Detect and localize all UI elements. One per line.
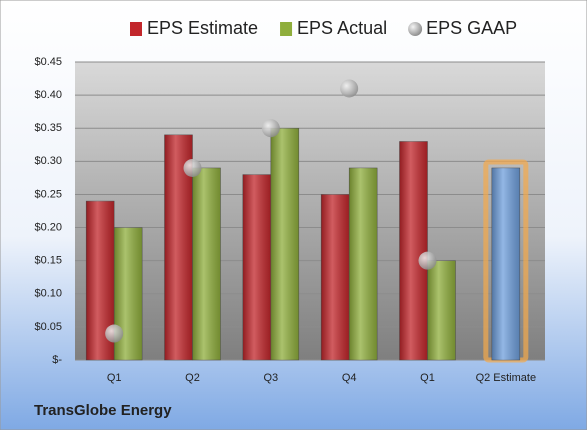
y-tick-label: $- xyxy=(52,354,62,366)
x-tick-label: Q2 xyxy=(185,372,200,384)
gaap-marker xyxy=(105,324,124,343)
chart-title: TransGlobe Energy xyxy=(34,402,172,419)
y-tick-label: $0.15 xyxy=(34,255,62,267)
x-tick-label: Q2 Estimate xyxy=(476,372,537,384)
bar-shine xyxy=(491,167,520,360)
y-tick-label: $0.30 xyxy=(34,155,62,167)
gaap-marker xyxy=(261,119,280,138)
x-tick-label: Q3 xyxy=(263,372,278,384)
x-tick-label: Q1 xyxy=(107,372,122,384)
bar-shine xyxy=(399,141,428,360)
gaap-marker xyxy=(418,251,437,270)
legend-marker xyxy=(280,22,293,36)
y-tick-label: $0.20 xyxy=(34,221,62,233)
y-tick-label: $0.45 xyxy=(34,56,62,68)
bar-shine xyxy=(349,167,378,360)
y-tick-label: $0.10 xyxy=(34,288,62,300)
bar-shine xyxy=(192,167,221,360)
bar-shine xyxy=(321,194,350,360)
bar-shine xyxy=(270,128,299,360)
y-tick-label: $0.40 xyxy=(34,89,62,101)
x-tick-label: Q1 xyxy=(420,372,435,384)
gaap-marker xyxy=(183,158,202,177)
legend-marker xyxy=(130,22,142,36)
gaap-marker xyxy=(340,79,359,98)
bar-shine xyxy=(427,260,456,360)
legend-label: EPS GAAP xyxy=(426,18,517,38)
y-tick-label: $0.25 xyxy=(34,188,62,200)
x-tick-label: Q4 xyxy=(342,372,357,384)
plot-area xyxy=(75,62,545,360)
legend-label: EPS Estimate xyxy=(147,18,258,38)
y-tick-label: $0.35 xyxy=(34,122,62,134)
bar-shine xyxy=(242,174,271,360)
legend-marker xyxy=(408,22,423,36)
y-tick-label: $0.05 xyxy=(34,321,62,333)
legend-label: EPS Actual xyxy=(297,18,387,38)
